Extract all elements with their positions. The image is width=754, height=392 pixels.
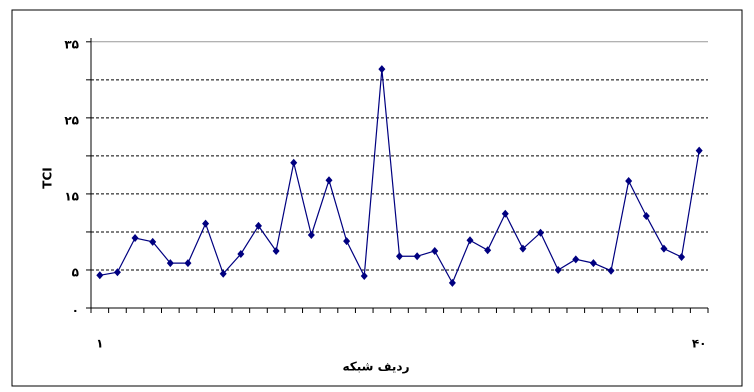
y-tick-label: ٠ [72,304,79,318]
data-point [307,230,315,239]
data-point [343,237,351,246]
y-tick-label: ۱۵ [64,189,79,203]
x-tick-label: ۴۰ [692,337,707,351]
data-point [166,259,174,268]
data-point [254,221,262,230]
chart-frame [11,9,743,387]
data-point [325,176,333,185]
data-point [695,146,703,155]
data-point [431,246,439,255]
data-point [272,246,280,255]
data-point [501,209,509,218]
x-tick-label: ۱ [96,337,103,351]
data-point [219,269,227,278]
data-point [572,255,580,264]
data-point [149,237,157,246]
data-point [519,244,527,253]
data-point [607,266,615,275]
data-point [202,219,210,228]
data-point [660,244,668,253]
y-axis-label: TCI [41,167,55,188]
data-point [589,259,597,268]
y-tick-label: ۲۵ [64,113,79,127]
data-point [642,211,650,220]
data-point [131,234,139,243]
data-point [484,246,492,255]
data-point [113,268,121,277]
x-axis-label: ردیف شبکه [343,360,410,374]
data-point [448,278,456,287]
data-point [396,252,403,261]
data-point [413,252,421,261]
data-point [537,228,545,237]
data-point [184,259,192,268]
data-point [360,272,368,281]
data-point [237,250,245,258]
y-tick-label: ۳۵ [64,37,79,51]
data-point [290,158,298,167]
data-point [625,176,633,185]
data-point [678,253,686,262]
data-point [378,65,386,74]
data-point [554,265,562,274]
y-tick-label: ۵ [72,265,79,279]
data-point [466,236,474,245]
data-point [96,271,104,280]
